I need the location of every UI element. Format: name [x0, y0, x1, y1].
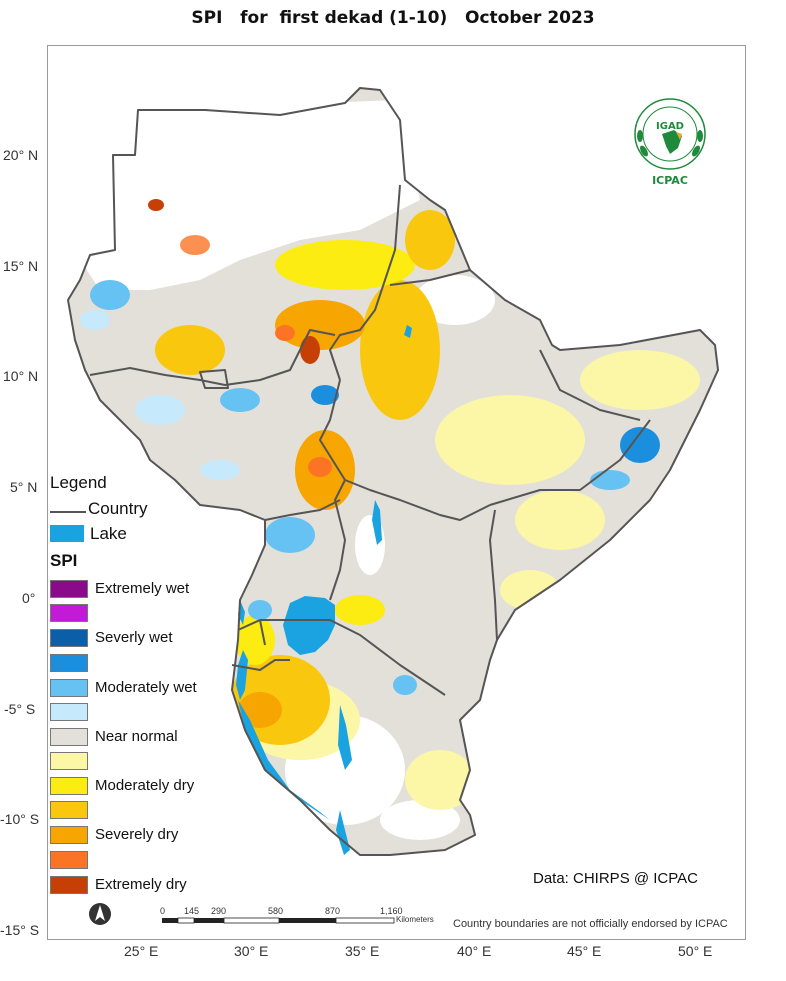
legend-label: Severely dry: [95, 826, 179, 843]
legend-spi-title: SPI: [50, 551, 78, 570]
scale-tick: 290: [211, 906, 226, 916]
legend-swatch: [50, 728, 88, 746]
lon-label-45e: 45° E: [567, 943, 602, 959]
lat-label-10s: -10° S: [0, 811, 40, 827]
legend-swatch: [50, 777, 88, 795]
lake-victoria: [283, 596, 335, 655]
legend-swatch: [50, 679, 88, 697]
lat-label-20n: 20° N: [3, 147, 39, 163]
lat-label-0: 0°: [22, 590, 36, 606]
lat-label-15n: 15° N: [3, 258, 39, 274]
legend-label: Extremely wet: [95, 580, 190, 597]
north-arrow-icon: [89, 903, 111, 925]
igad-icpac-logo: IGAD ICPAC: [634, 98, 706, 187]
legend-lake-label: Lake: [90, 524, 127, 543]
legend-swatch: [50, 851, 88, 869]
lon-label-40e: 40° E: [457, 943, 492, 959]
scale-tick: 1,160: [380, 906, 403, 916]
lon-label-35e: 35° E: [345, 943, 380, 959]
legend-swatch: [50, 826, 88, 844]
legend-swatch: [50, 703, 88, 721]
lon-label-25e: 25° E: [124, 943, 159, 959]
legend-label: Moderately dry: [95, 777, 195, 794]
scale-tick: 580: [268, 906, 283, 916]
spi-map: [67, 87, 719, 856]
legend-lake-swatch: [50, 525, 84, 542]
lon-label-30e: 30° E: [234, 943, 269, 959]
scale-unit: Kilometers: [396, 915, 434, 924]
legend-label: Severly wet: [95, 629, 173, 646]
scale-tick: 145: [184, 906, 199, 916]
legend-swatch: [50, 580, 88, 598]
legend-swatch: [50, 629, 88, 647]
disclaimer: Country boundaries are not officially en…: [453, 918, 728, 930]
scale-tick: 870: [325, 906, 340, 916]
legend-label: Moderately wet: [95, 679, 197, 696]
lat-label-10n: 10° N: [3, 368, 39, 384]
legend-label: Extremely dry: [95, 876, 187, 893]
legend-label: Near normal: [95, 728, 178, 745]
logo-igad-text: IGAD: [656, 121, 684, 132]
legend-swatch: [50, 604, 88, 622]
map-title: SPI for first dekad (1-10) October 2023: [191, 8, 595, 28]
legend-title: Legend: [50, 473, 107, 492]
scale-bar: 0 145 290 580 870 1,160 Kilometers: [160, 906, 434, 924]
legend-swatch: [50, 801, 88, 819]
legend-swatch: [50, 752, 88, 770]
lat-label-5n: 5° N: [10, 479, 38, 495]
legend-country-line: [50, 511, 86, 513]
lat-label-5s: -5° S: [4, 701, 36, 717]
lon-label-50e: 50° E: [678, 943, 713, 959]
legend-swatch: [50, 876, 88, 894]
lat-label-15s: -15° S: [0, 922, 40, 938]
scale-tick: 0: [160, 906, 165, 916]
logo-icpac-text: ICPAC: [652, 174, 688, 187]
legend-country-label: Country: [88, 499, 148, 518]
legend-swatch: [50, 654, 88, 672]
data-source: Data: CHIRPS @ ICPAC: [533, 870, 698, 887]
